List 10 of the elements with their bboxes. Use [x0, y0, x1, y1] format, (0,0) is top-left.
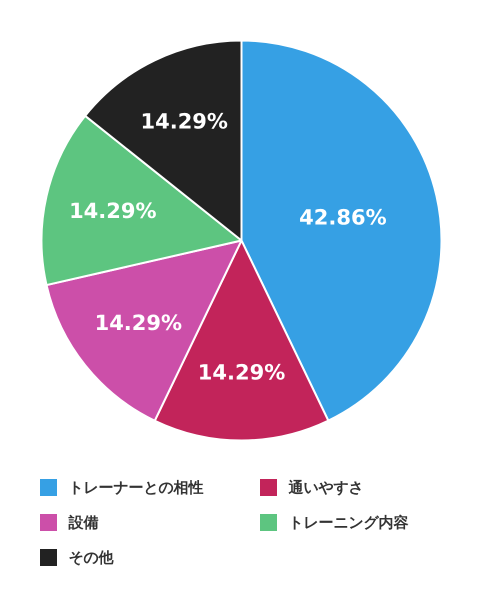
data-label: 14.29% [140, 110, 228, 134]
legend-label: 設備 [68, 514, 98, 532]
data-label: 14.29% [94, 310, 182, 335]
data-label: 14.29% [198, 360, 286, 384]
legend-label: 通いやすさ [288, 478, 364, 496]
legend-label: トレーナーとの相性 [68, 478, 204, 496]
legend-label: トレーニング内容 [288, 514, 408, 532]
legend-label: その他 [68, 548, 114, 566]
data-label: 42.86% [299, 205, 387, 230]
data-label: 14.29% [69, 199, 157, 224]
